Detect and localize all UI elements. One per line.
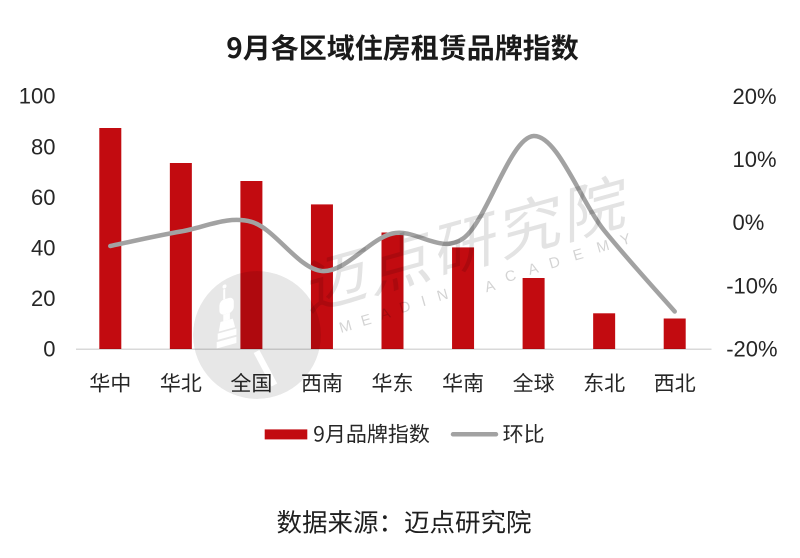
- svg-text:A: A: [483, 277, 497, 296]
- svg-text:A: A: [526, 260, 540, 279]
- svg-text:60: 60: [31, 185, 55, 210]
- svg-text:100: 100: [19, 84, 56, 109]
- svg-text:40: 40: [31, 235, 55, 260]
- svg-text:C: C: [503, 267, 518, 286]
- svg-text:20: 20: [31, 286, 55, 311]
- svg-text:E: E: [571, 246, 585, 265]
- svg-text:N: N: [435, 286, 450, 305]
- svg-text:-20%: -20%: [726, 337, 777, 362]
- svg-text:I: I: [419, 293, 428, 310]
- svg-text:80: 80: [31, 134, 55, 159]
- svg-text:M: M: [595, 237, 612, 257]
- svg-text:20%: 20%: [733, 84, 777, 109]
- svg-text:Y: Y: [618, 230, 632, 249]
- svg-text:D: D: [398, 298, 413, 317]
- svg-text:A: A: [378, 305, 392, 324]
- svg-text:0%: 0%: [733, 210, 765, 235]
- svg-text:0: 0: [43, 337, 55, 362]
- svg-text:-10%: -10%: [726, 273, 777, 298]
- svg-text:10%: 10%: [733, 147, 777, 172]
- svg-text:M: M: [337, 317, 354, 337]
- svg-text:D: D: [547, 253, 562, 272]
- svg-text:E: E: [359, 311, 373, 330]
